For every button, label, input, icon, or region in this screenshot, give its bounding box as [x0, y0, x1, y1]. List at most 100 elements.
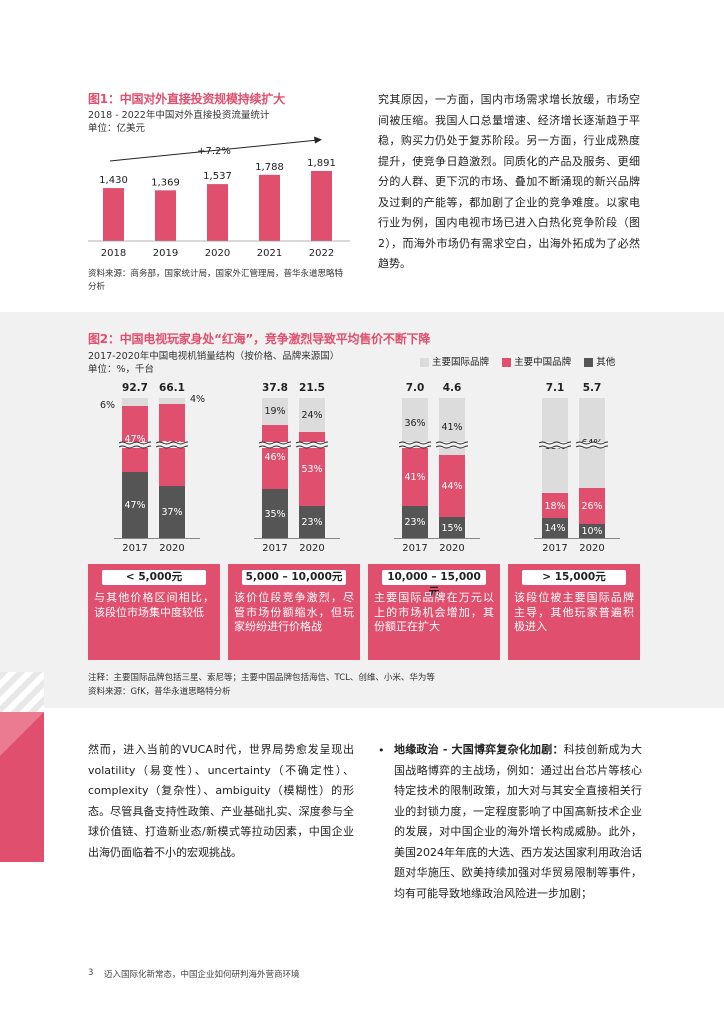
price-range-card: 5,000 – 10,000元该价位段竞争激烈，尽管市场份额缩水，但玩家纷纷进行…: [228, 564, 360, 660]
figure2-title: 图2：中国电视玩家身处“红海”，竞争激烈导致平均售价不断下降: [88, 332, 431, 346]
figure2-source: 资料来源：GfK，普华永道思略特分析: [88, 687, 231, 697]
segment-label: 15%: [441, 522, 463, 534]
vuca-paragraph: 然而，进入当前的VUCA时代，世界局势愈发呈现出volatility（易变性）、…: [88, 743, 354, 859]
segment-cn: [579, 487, 605, 524]
price-range-label: 5,000 – 10,000元: [242, 570, 346, 585]
bar-2020: [207, 184, 228, 241]
axis-break-icon: [436, 441, 468, 449]
price-range-description: 该价位段竞争激烈，尽管市场份额缩水，但玩家纷纷进行价格战: [234, 591, 354, 633]
bar-2022: [311, 171, 332, 241]
stacked-bar-2020: 10%26%64%: [576, 398, 608, 538]
figure1-title: 图1：中国对外直接投资规模持续扩大: [88, 92, 285, 106]
segment-label: 10%: [581, 526, 603, 537]
bar-total-label: 66.1: [159, 382, 185, 394]
x-tick-label: 2020: [205, 248, 230, 259]
geopolitics-bullet: 地缘政治 - 大国博弈复杂化加剧：科技创新成为大国战略博弈的主战场，例如：通过出…: [394, 740, 642, 904]
segment-label: 41%: [441, 421, 463, 433]
segment-label: 47%: [124, 434, 146, 446]
segment-other: [122, 472, 148, 538]
figure2-legend: 主要国际品牌 主要中国品牌 其他: [420, 350, 623, 369]
segment-cn: [122, 406, 148, 473]
axis-break-icon: [539, 441, 571, 449]
segment-intl: [402, 398, 428, 449]
segment-other: [262, 489, 288, 538]
segment-other: [439, 517, 465, 538]
axis-break-icon: [576, 441, 608, 449]
bullet-text: 科技创新成为大国战略博弈的主战场，例如：通过出台芯片等核心特定技术的限制政策，加…: [394, 743, 643, 900]
bar-total-label: 5.7: [582, 382, 602, 394]
legend-item-cn: 主要中国品牌: [502, 357, 571, 368]
segment-label: 35%: [264, 508, 286, 520]
segment-label: 41%: [404, 472, 426, 484]
price-range-card: > 15,000元该段位被主要国际品牌主导，其他玩家普遍积极进入: [508, 564, 640, 660]
group-baseline: [114, 538, 200, 539]
axis-break-icon: [156, 441, 188, 449]
bar-total-label: 4.6: [442, 382, 462, 394]
intro-paragraph: 究其原因，一方面，国内市场需求增长放缓，市场空间被压缩。我国人口总量增速、经济增…: [378, 93, 640, 270]
group-baseline: [394, 538, 480, 539]
year-label: 2020: [439, 543, 465, 554]
stacked-bar-2020: 15% 44% 41%: [436, 398, 468, 538]
price-range-label: > 15,000元: [522, 570, 626, 585]
price-range-description: 主要国际品牌在万元以上的市场机会增加，其份额正在扩大: [374, 591, 494, 633]
stacked-bar-2017: 35% 46% 19%: [259, 398, 291, 538]
bar-total-label: 37.8: [262, 382, 288, 394]
segment-other: [159, 486, 185, 538]
figure2-subtitle: 2017-2020年中国电视机销量结构（按价格、品牌来源国）: [88, 351, 340, 362]
legend-item-intl: 主要国际品牌: [420, 357, 489, 368]
growth-label: +7.2%: [197, 146, 231, 157]
segment-label: 44%: [441, 481, 463, 493]
figure2-note: 注释：主要国际品牌包括三星、索尼等；主要中国品牌包括海信、TCL、创维、小米、华…: [88, 673, 435, 683]
stacked-bar-2017: 23% 41% 36%: [399, 398, 431, 538]
bar-total-label: 21.5: [299, 382, 325, 394]
bar-value-label: 1,430: [99, 175, 128, 186]
axis-break-icon: [259, 441, 291, 449]
bar-2018: [103, 188, 124, 241]
segment-intl: [122, 398, 148, 407]
growth-arrow: [109, 139, 319, 162]
price-range-description: 该段位被主要国际品牌主导，其他玩家普遍积极进入: [514, 591, 634, 633]
stacked-bar-2017: 14%18%68%: [539, 398, 571, 538]
year-label: 2017: [402, 543, 428, 554]
price-range-card: < 5,000元 与其他价格区间相比，该段位市场集中度较低: [88, 564, 220, 660]
bullet-heading: 地缘政治 - 大国博弈复杂化加剧：: [394, 743, 564, 756]
year-label: 2017: [122, 543, 148, 554]
bar-2021: [259, 174, 280, 241]
axis-break-icon: [296, 441, 328, 449]
year-label: 2017: [542, 543, 568, 554]
segment-intl: [262, 398, 288, 425]
segment-label: 46%: [264, 451, 286, 463]
axis-break-icon: [119, 441, 151, 449]
bar-total-label: 92.7: [122, 382, 148, 394]
price-range-label: 10,000 – 15,000元: [382, 570, 486, 598]
segment-label: 53%: [301, 463, 323, 475]
figure1-source: 资料来源：商务部，国家统计局，国家外汇管理局，普华永道思略特分析: [88, 269, 344, 292]
figure1-subtitle: 2018 - 2022年中国对外直接投资流量统计: [88, 110, 270, 121]
footer-title: 迈入国际化新常态，中国企业如何研判海外营商环境: [104, 970, 300, 980]
figure1-chart: 1,430 2018 1,369 2019 1,537 2020 1,788 2021 1,89…: [88, 136, 350, 259]
x-tick-label: 2022: [309, 248, 334, 259]
segment-label: 14%: [544, 523, 566, 535]
x-tick-label: 2021: [257, 248, 282, 259]
segment-label: 47%: [124, 500, 146, 512]
x-tick-label: 2018: [101, 248, 126, 259]
growth-arrowhead: [314, 136, 322, 144]
axis-break-icon: [399, 441, 431, 449]
year-label: 2020: [579, 543, 605, 554]
group-baseline: [254, 538, 340, 539]
segment-label: 37%: [161, 507, 183, 519]
segment-label: 23%: [404, 516, 426, 528]
segment-other: [542, 518, 568, 538]
segment-cn: [542, 493, 568, 519]
segment-other: [402, 505, 428, 538]
segment-label: 36%: [404, 418, 426, 430]
bar-value-label: 1,537: [203, 171, 232, 182]
bullet-marker: •: [378, 744, 385, 757]
segment-label: 26%: [581, 500, 603, 512]
figure2-unit: 单位：%，千台: [88, 364, 155, 375]
legend-item-other: 其他: [584, 357, 615, 368]
bar-value-label: 1,369: [151, 177, 180, 188]
segment-cn: [402, 448, 428, 506]
segment-label: 24%: [301, 409, 323, 421]
stacked-bar-2017: 47% 47%: [119, 398, 151, 538]
